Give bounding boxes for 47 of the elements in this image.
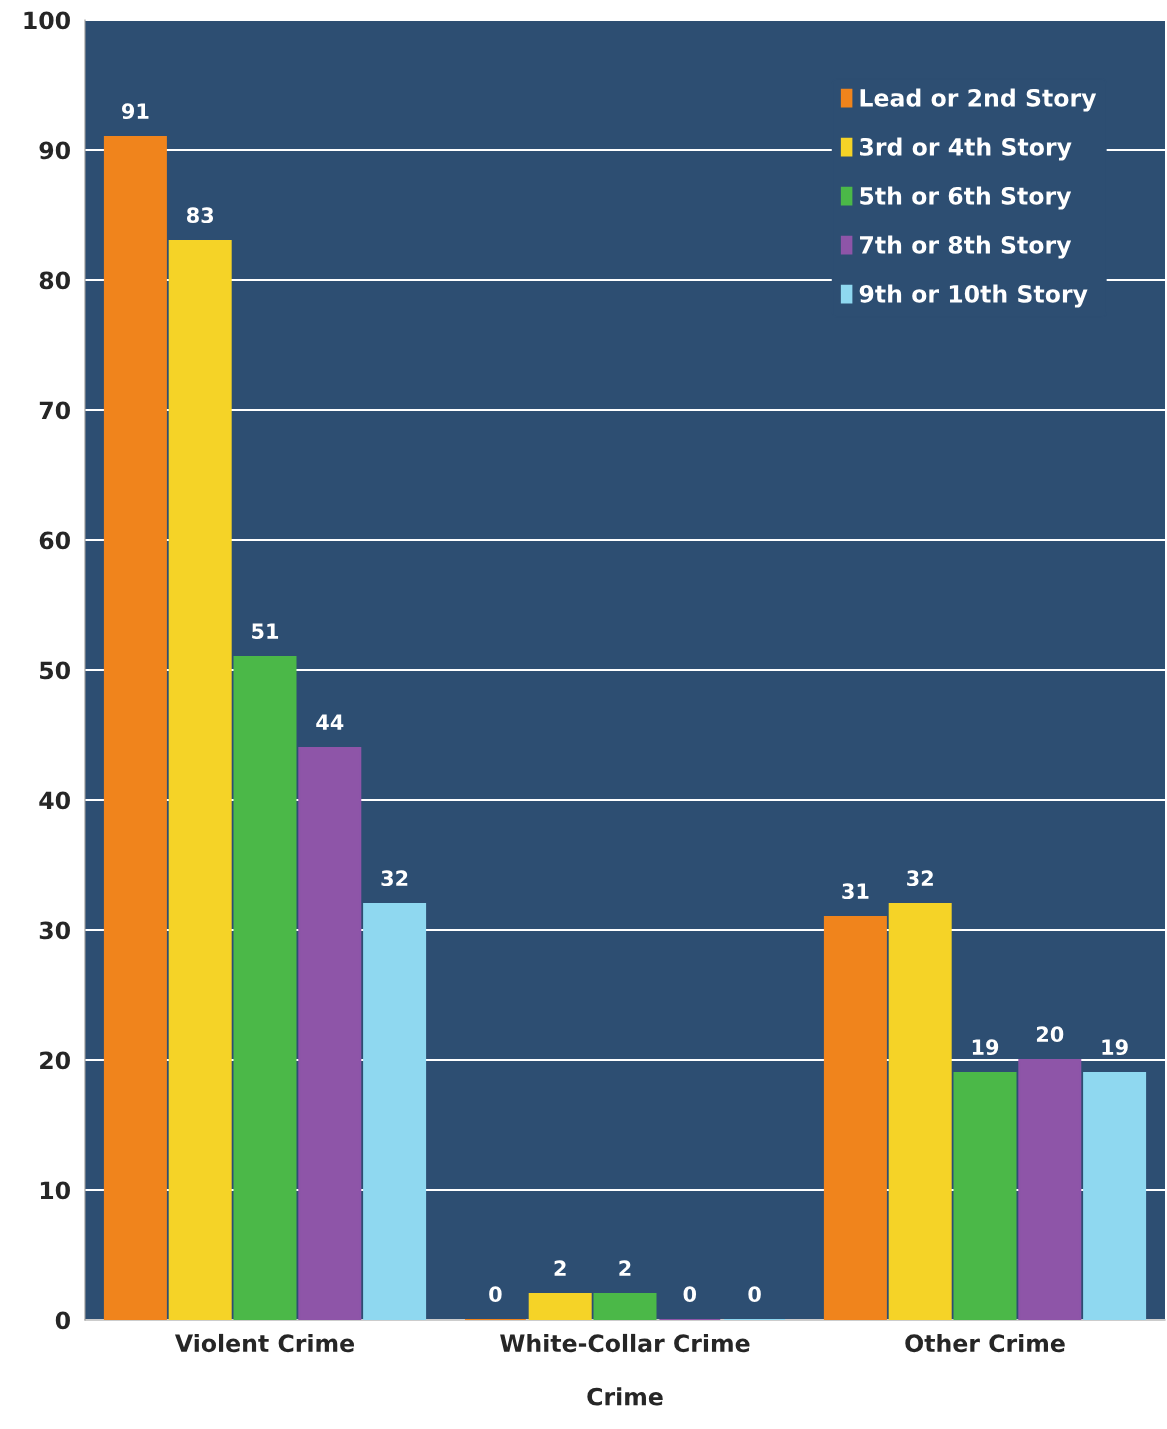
- data-label: 32: [381, 870, 408, 887]
- data-label: 31: [842, 883, 869, 900]
- legend-label: 7th or 8th Story: [860, 235, 1072, 259]
- bar: [233, 655, 297, 1320]
- bar: [298, 746, 362, 1320]
- data-label: 19: [972, 1039, 999, 1056]
- y-tick-label: 70: [39, 401, 70, 420]
- bar: [168, 239, 232, 1320]
- x-tick-label: White-Collar Crime: [500, 1333, 750, 1353]
- data-label: 51: [252, 623, 279, 640]
- data-label: 32: [907, 870, 933, 887]
- y-tick-label: 30: [39, 921, 70, 940]
- bar: [593, 1292, 657, 1320]
- data-label: 2: [554, 1260, 566, 1276]
- x-tick-label: Other Crime: [905, 1333, 1065, 1353]
- legend-label: 5th or 6th Story: [860, 186, 1072, 210]
- legend-label: 9th or 10th Story: [859, 284, 1088, 308]
- y-tick-label: 60: [39, 531, 70, 550]
- y-tick-label: 40: [39, 791, 70, 810]
- data-label: 83: [186, 207, 214, 224]
- data-label: 20: [1036, 1026, 1064, 1043]
- y-tick-label: 50: [40, 661, 70, 680]
- bar: [1018, 1058, 1082, 1320]
- data-label: 2: [619, 1260, 631, 1276]
- data-label: 19: [1102, 1039, 1128, 1056]
- bar: [103, 135, 167, 1320]
- y-tick-label: 100: [24, 11, 70, 30]
- legend-label: Lead or 2nd Story: [860, 88, 1097, 112]
- bar: [888, 902, 952, 1320]
- data-label: 91: [121, 103, 149, 120]
- x-axis-title: Crime: [587, 1387, 663, 1406]
- x-tick-label: Violent Crime: [174, 1333, 354, 1353]
- y-tick-label: 10: [40, 1181, 70, 1200]
- y-tick-label: 90: [39, 141, 70, 160]
- data-label: 0: [748, 1286, 761, 1303]
- legend-label: 3rd or 4th Story: [860, 137, 1072, 161]
- bar: [1083, 1071, 1147, 1320]
- data-label: 0: [683, 1286, 697, 1303]
- bar: [953, 1071, 1017, 1320]
- data-label: 44: [316, 714, 344, 730]
- bar: [363, 902, 427, 1320]
- bar: [528, 1292, 592, 1320]
- bar: [823, 915, 887, 1320]
- data-label: 0: [489, 1286, 502, 1303]
- y-tick-label: 80: [39, 271, 70, 290]
- y-tick-label: 0: [55, 1311, 70, 1330]
- y-tick-label: 20: [40, 1051, 70, 1070]
